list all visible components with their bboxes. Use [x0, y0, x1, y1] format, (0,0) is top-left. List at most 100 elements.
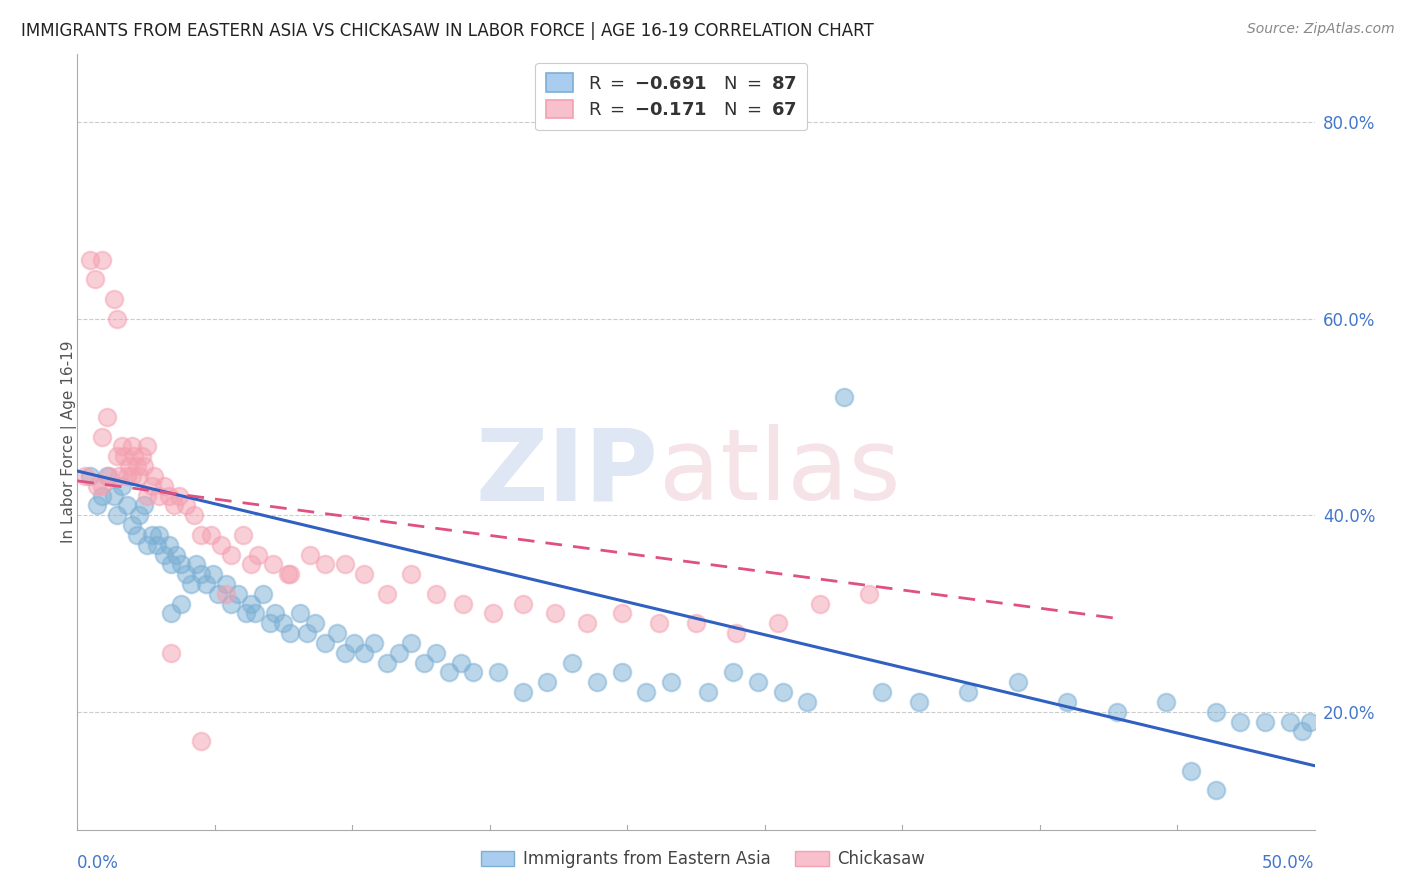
Point: [148, 528, 170, 542]
Point: [128, 469, 150, 483]
Point: [277, 567, 299, 582]
Point: [333, 646, 356, 660]
Text: IMMIGRANTS FROM EASTERN ASIA VS CHICKASAW IN LABOR FORCE | AGE 16-19 CORRELATION: IMMIGRANTS FROM EASTERN ASIA VS CHICKASA…: [21, 22, 875, 40]
Point: [685, 616, 707, 631]
Point: [401, 567, 423, 582]
Point: [314, 558, 336, 572]
Point: [111, 479, 134, 493]
Point: [463, 665, 485, 680]
Point: [772, 685, 794, 699]
Point: [160, 646, 183, 660]
Point: [190, 734, 212, 748]
Text: 50.0%: 50.0%: [1263, 855, 1315, 872]
Point: [112, 450, 135, 464]
Point: [135, 538, 157, 552]
Point: [79, 252, 101, 267]
Text: Source: ZipAtlas.com: Source: ZipAtlas.com: [1247, 22, 1395, 37]
Point: [375, 587, 398, 601]
Text: atlas: atlas: [659, 424, 900, 521]
Point: [278, 567, 301, 582]
Point: [512, 685, 534, 699]
Point: [297, 626, 319, 640]
Point: [160, 558, 183, 572]
Point: [512, 597, 534, 611]
Point: [375, 656, 398, 670]
Point: [103, 489, 125, 503]
Y-axis label: In Labor Force | Age 16-19: In Labor Force | Age 16-19: [60, 340, 77, 543]
Point: [121, 469, 143, 483]
Point: [1229, 714, 1251, 729]
Point: [288, 607, 311, 621]
Point: [125, 459, 148, 474]
Point: [209, 538, 232, 552]
Point: [858, 587, 880, 601]
Point: [1278, 714, 1301, 729]
Point: [235, 607, 257, 621]
Point: [105, 508, 128, 523]
Point: [73, 469, 96, 483]
Point: [724, 626, 747, 640]
Point: [536, 675, 558, 690]
Point: [747, 675, 769, 690]
Point: [1298, 714, 1320, 729]
Point: [610, 607, 633, 621]
Point: [163, 499, 186, 513]
Point: [259, 616, 281, 631]
Point: [870, 685, 893, 699]
Point: [98, 469, 121, 483]
Point: [808, 597, 831, 611]
Point: [165, 548, 187, 562]
Point: [135, 489, 157, 503]
Point: [174, 499, 197, 513]
Point: [314, 636, 336, 650]
Point: [401, 636, 423, 650]
Point: [215, 577, 238, 591]
Point: [796, 695, 818, 709]
Point: [659, 675, 682, 690]
Point: [834, 390, 856, 404]
Point: [298, 548, 321, 562]
Point: [111, 440, 134, 454]
Point: [576, 616, 599, 631]
Point: [148, 489, 170, 503]
Point: [219, 597, 242, 611]
Point: [141, 528, 163, 542]
Point: [766, 616, 789, 631]
Point: [412, 656, 434, 670]
Point: [170, 597, 193, 611]
Point: [1205, 705, 1227, 719]
Point: [1180, 764, 1202, 778]
Point: [96, 469, 118, 483]
Point: [425, 646, 447, 660]
Point: [246, 548, 269, 562]
Point: [697, 685, 720, 699]
Point: [264, 607, 287, 621]
Point: [353, 567, 375, 582]
Point: [561, 656, 583, 670]
Text: ZIP: ZIP: [477, 424, 659, 521]
Point: [610, 665, 633, 680]
Point: [907, 695, 929, 709]
Point: [86, 479, 108, 493]
Point: [121, 440, 143, 454]
Point: [388, 646, 411, 660]
Point: [437, 665, 460, 680]
Legend: $\mathregular{R\ =\ }$$\mathbf{-0.691}$$\mathregular{\ \ \ N\ =\ }$$\mathbf{87}$: $\mathregular{R\ =\ }$$\mathbf{-0.691}$$…: [536, 62, 807, 130]
Point: [180, 577, 202, 591]
Point: [232, 528, 254, 542]
Point: [91, 479, 114, 493]
Point: [96, 409, 118, 424]
Point: [453, 597, 475, 611]
Point: [125, 528, 148, 542]
Point: [103, 292, 125, 306]
Point: [363, 636, 385, 650]
Point: [343, 636, 366, 650]
Point: [131, 450, 153, 464]
Point: [86, 499, 108, 513]
Point: [215, 587, 238, 601]
Point: [1056, 695, 1078, 709]
Text: 0.0%: 0.0%: [77, 855, 120, 872]
Point: [353, 646, 375, 660]
Point: [105, 450, 128, 464]
Point: [1291, 724, 1313, 739]
